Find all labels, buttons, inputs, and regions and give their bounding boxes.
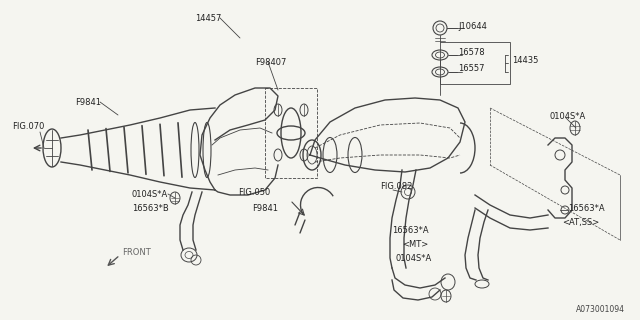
Text: 16563*A: 16563*A — [392, 226, 429, 235]
Text: 16578: 16578 — [458, 48, 484, 57]
Text: 14435: 14435 — [512, 56, 538, 65]
Bar — [265, 88, 317, 178]
Text: A073001094: A073001094 — [576, 305, 625, 314]
Text: 16563*A: 16563*A — [568, 204, 605, 213]
Text: <MT>: <MT> — [402, 240, 428, 249]
Text: <AT,SS>: <AT,SS> — [562, 218, 599, 227]
Text: J10644: J10644 — [458, 22, 487, 31]
Text: FRONT: FRONT — [122, 248, 151, 257]
Text: F98407: F98407 — [255, 58, 286, 67]
Text: 16557: 16557 — [458, 64, 484, 73]
Text: FIG.070: FIG.070 — [12, 122, 44, 131]
Bar — [440, 42, 510, 84]
Text: FIG.050: FIG.050 — [238, 188, 270, 197]
Text: FIG.082: FIG.082 — [380, 182, 412, 191]
Text: 0104S*A: 0104S*A — [132, 190, 168, 199]
Text: 0104S*A: 0104S*A — [396, 254, 432, 263]
Text: 16563*B: 16563*B — [132, 204, 169, 213]
Text: F9841: F9841 — [75, 98, 101, 107]
Text: F9841: F9841 — [252, 204, 278, 213]
Text: 0104S*A: 0104S*A — [550, 112, 586, 121]
Text: 14457: 14457 — [195, 14, 221, 23]
